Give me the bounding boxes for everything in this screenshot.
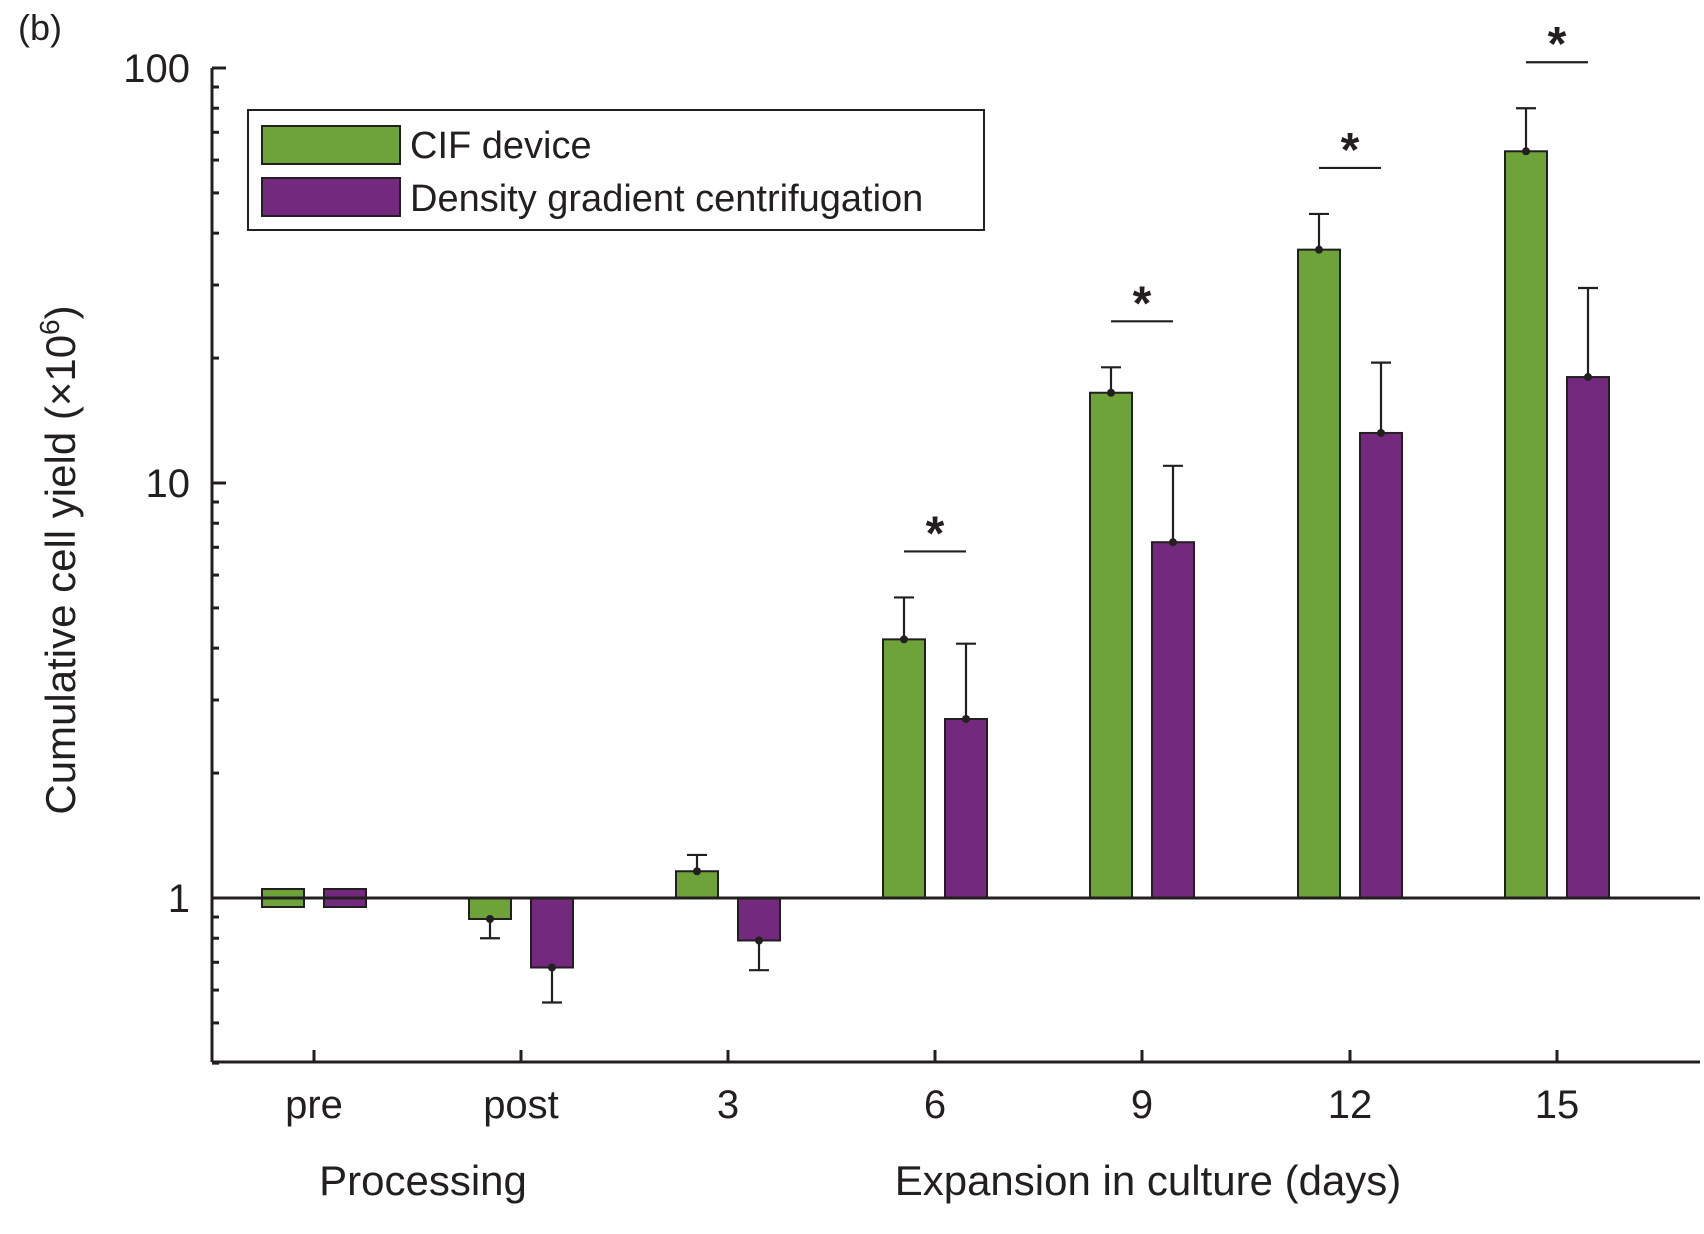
bar-s0-15 bbox=[1504, 150, 1548, 899]
bar-s0-9 bbox=[1089, 391, 1133, 899]
legend-swatch-density-gradient bbox=[261, 177, 401, 217]
x-tick-label-15: 15 bbox=[1535, 1083, 1580, 1127]
mean-dot-s0-6 bbox=[900, 635, 908, 644]
significance-star-15: * bbox=[1548, 18, 1567, 71]
mean-dot-s1-15 bbox=[1584, 373, 1592, 382]
bar-s1-9 bbox=[1151, 541, 1195, 900]
group-label-processing: Processing bbox=[319, 1157, 527, 1204]
bar-s1-post bbox=[530, 897, 574, 969]
panel-label: (b) bbox=[18, 7, 62, 48]
mean-dot-s1-12 bbox=[1377, 428, 1385, 437]
bar-s1-6 bbox=[944, 717, 988, 899]
mean-dot-s1-6 bbox=[962, 714, 970, 723]
mean-dot-s1-9 bbox=[1169, 538, 1177, 547]
legend-swatch-cif-device bbox=[261, 125, 401, 165]
significance-markers: * * * * bbox=[904, 18, 1588, 560]
group-label-expansion: Expansion in culture (days) bbox=[895, 1157, 1402, 1204]
significance-star-9: * bbox=[1133, 277, 1152, 330]
legend-label-cif-device: CIF device bbox=[410, 125, 592, 167]
x-tick-label-3: 3 bbox=[717, 1083, 739, 1127]
bar-s1-3 bbox=[737, 897, 781, 942]
legend: CIF device Density gradient centrifugati… bbox=[247, 109, 985, 231]
significance-star-6: * bbox=[926, 507, 945, 560]
axes: 1 10 100 pre post 3 6 9 12 15 bbox=[123, 47, 1700, 1127]
x-tick-label-pre: pre bbox=[285, 1083, 343, 1127]
x-tick-label-12: 12 bbox=[1328, 1083, 1373, 1127]
y-axis-label: Cumulative cell yield (×106) bbox=[34, 305, 84, 814]
error-bars bbox=[480, 107, 1598, 1004]
x-tick-label-6: 6 bbox=[924, 1083, 946, 1127]
mean-dot-s0-post bbox=[486, 915, 494, 924]
mean-dot-s0-12 bbox=[1315, 245, 1323, 254]
bar-s1-12 bbox=[1359, 431, 1403, 899]
y-axis-label-exponent: 6 bbox=[34, 319, 65, 335]
x-tick-label-post: post bbox=[483, 1083, 559, 1127]
y-axis-label-main: Cumulative cell yield (×10 bbox=[37, 335, 84, 815]
bar-s0-3 bbox=[675, 870, 719, 900]
significance-star-12: * bbox=[1341, 124, 1360, 177]
y-tick-label-100: 100 bbox=[123, 47, 190, 91]
bar-s1-15 bbox=[1566, 376, 1610, 900]
legend-label-density-gradient: Density gradient centrifugation bbox=[410, 178, 923, 220]
mean-dot-s1-post bbox=[548, 963, 556, 972]
mean-dot-s0-15 bbox=[1522, 147, 1530, 156]
mean-dot-s0-3 bbox=[693, 867, 701, 876]
bar-s0-12 bbox=[1297, 248, 1341, 900]
mean-dot-s1-3 bbox=[755, 936, 763, 945]
y-tick-label-10: 10 bbox=[146, 462, 191, 506]
mean-dot-s0-9 bbox=[1107, 388, 1115, 397]
x-tick-label-9: 9 bbox=[1131, 1083, 1153, 1127]
bar-s0-6 bbox=[882, 638, 926, 900]
y-tick-label-1: 1 bbox=[168, 877, 190, 921]
y-axis-label-close: ) bbox=[37, 305, 84, 319]
